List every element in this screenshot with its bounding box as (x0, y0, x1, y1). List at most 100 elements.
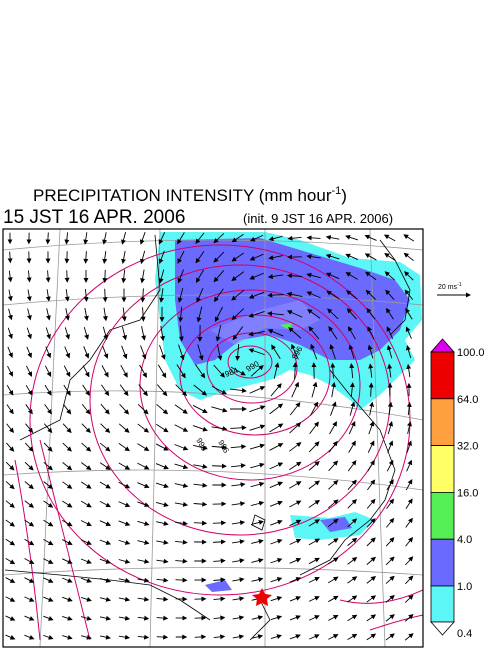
wind-arrow (405, 556, 414, 566)
wind-arrow (5, 500, 15, 508)
contour-label: 984 (224, 366, 240, 379)
colorbar-label: 4.0 (457, 534, 472, 546)
wind-arrow (155, 423, 169, 433)
wind-arrow (384, 253, 396, 261)
wind-arrow (24, 577, 35, 583)
wind-arrow (329, 344, 336, 360)
wind-arrow (43, 558, 54, 564)
wind-arrow (348, 440, 356, 453)
wind-arrow (249, 424, 266, 431)
wind-arrow (385, 307, 394, 320)
wind-arrow (369, 401, 374, 416)
wind-arrow (232, 634, 245, 640)
wind-arrow (118, 615, 131, 621)
title: PRECIPITATION INTENSITY (mm hour-1) (33, 185, 347, 205)
wind-arrow (385, 614, 395, 622)
wind-arrow (121, 307, 127, 322)
wind-arrow (64, 270, 70, 283)
wind-arrow (327, 499, 339, 509)
colorbar-top-triangle (430, 338, 455, 353)
wind-arrow (26, 327, 32, 340)
wind-arrow (25, 384, 33, 396)
wind-arrow (158, 250, 165, 265)
wind-arrow (80, 481, 92, 489)
wind-arrow (230, 444, 247, 450)
wind-arrow (328, 576, 339, 584)
wind-arrow (62, 577, 73, 583)
wind-arrow (270, 634, 282, 640)
wind-arrow (196, 287, 204, 303)
wind-arrow (177, 250, 185, 264)
wind-arrow (83, 346, 90, 359)
wind-arrow (405, 498, 413, 510)
wind-arrow (99, 500, 112, 508)
wind-arrow (366, 575, 377, 584)
wind-arrow (367, 344, 374, 359)
wind-arrow (367, 326, 375, 340)
map-area: 984 990 996 996 996 (3, 229, 423, 647)
wind-arrow (368, 363, 374, 378)
wind-arrow (5, 557, 16, 565)
wind-arrow (310, 401, 318, 416)
wind-arrow (44, 365, 52, 378)
vector-scale-superscript: -1 (457, 282, 462, 288)
wind-arrow (231, 501, 246, 507)
wind-arrow (155, 482, 169, 489)
wind-arrow (289, 500, 302, 508)
wind-arrow (386, 498, 395, 509)
wind-arrow (404, 633, 414, 641)
wind-arrow (175, 539, 188, 545)
wind-arrow (43, 442, 53, 452)
wind-arrow (118, 462, 131, 470)
wind-arrow (44, 404, 52, 415)
wind-arrow (156, 404, 169, 415)
wind-arrow (211, 406, 228, 413)
wind-arrow (102, 288, 108, 303)
wind-arrow (5, 577, 16, 583)
wind-arrow (325, 235, 340, 240)
wind-arrow (366, 614, 377, 622)
wind-arrow (118, 539, 131, 545)
wind-arrow (347, 614, 358, 622)
wind-arrow (211, 426, 228, 432)
wind-arrow (7, 251, 13, 264)
map-frame (2, 228, 424, 648)
wind-arrow (348, 344, 355, 359)
wind-arrow (62, 481, 73, 489)
wind-arrow (62, 519, 73, 527)
wind-arrow (99, 539, 112, 545)
wind-arrow (24, 558, 35, 564)
wind-arrow (385, 575, 395, 584)
wind-arrow (174, 463, 189, 470)
colorbar-segment (430, 538, 455, 587)
wind-arrow (288, 327, 302, 339)
wind-arrow (366, 518, 376, 528)
wind-arrow (62, 500, 73, 508)
wind-arrow (121, 345, 128, 360)
wind-arrow (6, 385, 14, 396)
wind-arrow (365, 271, 377, 281)
wind-arrow (404, 594, 414, 603)
wind-arrow (386, 517, 395, 528)
wind-arrow (26, 270, 32, 283)
wind-arrow (309, 634, 320, 640)
wind-arrow (5, 519, 15, 527)
wind-arrow (118, 442, 130, 452)
wind-arrow (45, 346, 51, 359)
wind-arrow (81, 442, 92, 452)
wind-arrow (45, 308, 51, 321)
wind-arrow (213, 251, 225, 263)
wind-arrow (118, 501, 131, 508)
wind-arrow (81, 403, 91, 415)
wind-arrow (80, 558, 92, 564)
wind-arrow (137, 540, 150, 545)
wind-arrow (175, 384, 188, 397)
wind-arrow (364, 253, 377, 261)
wind-arrow (64, 232, 70, 245)
colorbar-segment (430, 398, 455, 446)
wind-arrow (289, 481, 302, 489)
wind-arrow (269, 443, 284, 451)
wind-arrow (325, 272, 340, 280)
wind-arrow (192, 425, 208, 432)
wind-arrow (251, 615, 264, 621)
